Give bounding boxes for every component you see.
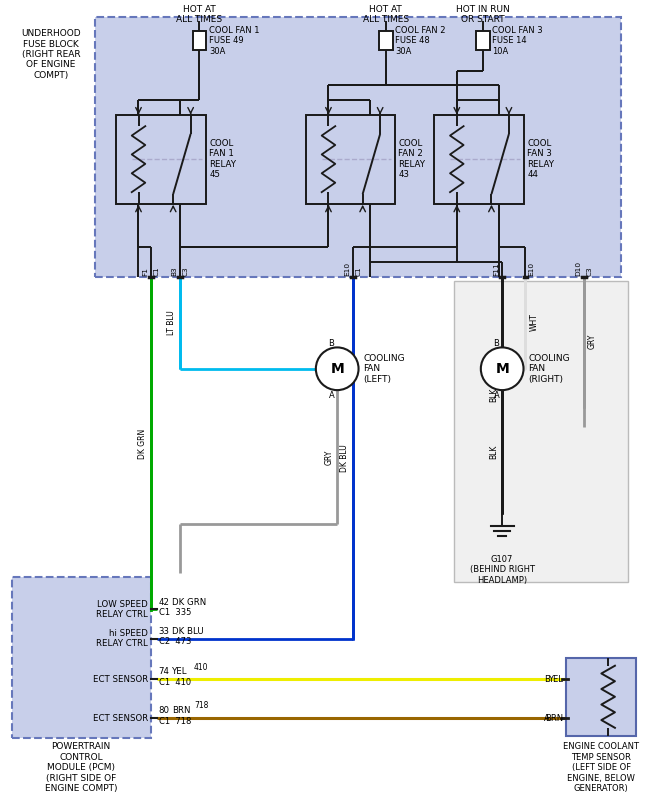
Text: 42: 42	[159, 598, 170, 606]
Text: LOW SPEED
RELAY CTRL: LOW SPEED RELAY CTRL	[96, 600, 148, 619]
Text: F11: F11	[493, 262, 500, 276]
Text: GRY: GRY	[325, 450, 333, 465]
FancyBboxPatch shape	[95, 18, 620, 277]
Text: C1  410: C1 410	[159, 678, 191, 687]
Bar	[193, 31, 206, 50]
Text: COOL
FAN 2
RELAY
43: COOL FAN 2 RELAY 43	[398, 139, 425, 179]
Text: C3: C3	[183, 266, 189, 276]
Text: ECT SENSOR: ECT SENSOR	[93, 675, 148, 684]
Text: YEL: YEL	[172, 667, 187, 676]
Text: C1: C1	[154, 266, 160, 276]
Text: E10: E10	[344, 262, 350, 276]
Bar	[434, 114, 524, 204]
Text: A: A	[328, 391, 334, 401]
Text: E10: E10	[528, 262, 534, 276]
Text: DK BLU: DK BLU	[340, 444, 349, 472]
Text: 80: 80	[159, 706, 170, 715]
Text: COOLING
FAN
(RIGHT): COOLING FAN (RIGHT)	[528, 354, 570, 384]
Text: 718: 718	[194, 702, 208, 710]
Text: BRN: BRN	[545, 714, 564, 722]
Text: 410: 410	[194, 662, 208, 671]
Text: C1  718: C1 718	[159, 717, 191, 726]
Bar	[454, 282, 628, 582]
Text: 74: 74	[159, 667, 170, 676]
Text: ECT SENSOR: ECT SENSOR	[93, 714, 148, 722]
Bar	[116, 114, 206, 204]
Bar	[566, 658, 636, 735]
Text: COOLING
FAN
(LEFT): COOLING FAN (LEFT)	[364, 354, 405, 384]
Text: BRN: BRN	[172, 706, 191, 715]
Text: M: M	[496, 362, 509, 376]
Text: B: B	[494, 339, 500, 348]
Text: COOL FAN 2
FUSE 48
30A: COOL FAN 2 FUSE 48 30A	[396, 26, 446, 56]
Text: COOL FAN 1
FUSE 49
30A: COOL FAN 1 FUSE 49 30A	[209, 26, 260, 56]
Text: ENGINE COOLANT
TEMP SENSOR
(LEFT SIDE OF
ENGINE, BELOW
GENERATOR): ENGINE COOLANT TEMP SENSOR (LEFT SIDE OF…	[563, 742, 639, 793]
Text: UNDERHOOD
FUSE BLOCK
(RIGHT REAR
OF ENGINE
COMPT): UNDERHOOD FUSE BLOCK (RIGHT REAR OF ENGI…	[21, 29, 81, 80]
Text: A: A	[544, 714, 550, 722]
Text: hi SPEED
RELAY CTRL: hi SPEED RELAY CTRL	[96, 629, 148, 648]
Text: LT BLU: LT BLU	[167, 310, 176, 334]
Text: F1: F1	[142, 266, 148, 276]
Text: B3: B3	[171, 266, 177, 276]
Text: B: B	[328, 339, 334, 348]
Text: COOL FAN 3
FUSE 14
10A: COOL FAN 3 FUSE 14 10A	[492, 26, 543, 56]
Text: BLK: BLK	[489, 388, 498, 402]
Text: COOL
FAN 1
RELAY
45: COOL FAN 1 RELAY 45	[209, 139, 236, 179]
Bar	[306, 114, 396, 204]
Text: C1  335: C1 335	[159, 608, 191, 617]
Text: COOL
FAN 3
RELAY
44: COOL FAN 3 RELAY 44	[528, 139, 554, 179]
Text: DK BLU: DK BLU	[172, 626, 204, 636]
Text: M: M	[330, 362, 344, 376]
Text: A: A	[494, 391, 500, 401]
FancyBboxPatch shape	[12, 578, 151, 738]
Circle shape	[481, 347, 524, 390]
Text: WHT: WHT	[530, 314, 538, 331]
Text: C1: C1	[356, 266, 362, 276]
Text: GRY: GRY	[588, 334, 597, 350]
Text: C3: C3	[586, 266, 593, 276]
Bar	[379, 31, 392, 50]
Text: BLK: BLK	[489, 445, 498, 459]
Bar	[476, 31, 490, 50]
Circle shape	[316, 347, 358, 390]
Text: G107
(BEHIND RIGHT
HEADLAMP): G107 (BEHIND RIGHT HEADLAMP)	[470, 555, 535, 585]
Text: DK GRN: DK GRN	[138, 428, 147, 458]
Text: HOT AT
ALL TIMES: HOT AT ALL TIMES	[362, 5, 409, 24]
Text: HOT IN RUN
OR START: HOT IN RUN OR START	[456, 5, 509, 24]
Text: YEL: YEL	[549, 675, 564, 684]
Text: POWERTRAIN
CONTROL
MODULE (PCM)
(RIGHT SIDE OF
ENGINE COMPT): POWERTRAIN CONTROL MODULE (PCM) (RIGHT S…	[45, 742, 118, 793]
Text: 33: 33	[159, 626, 170, 636]
Text: C2  473: C2 473	[159, 638, 191, 646]
Text: HOT AT
ALL TIMES: HOT AT ALL TIMES	[176, 5, 223, 24]
Text: D10: D10	[575, 261, 581, 276]
Text: DK GRN: DK GRN	[172, 598, 206, 606]
Text: B: B	[544, 675, 550, 684]
